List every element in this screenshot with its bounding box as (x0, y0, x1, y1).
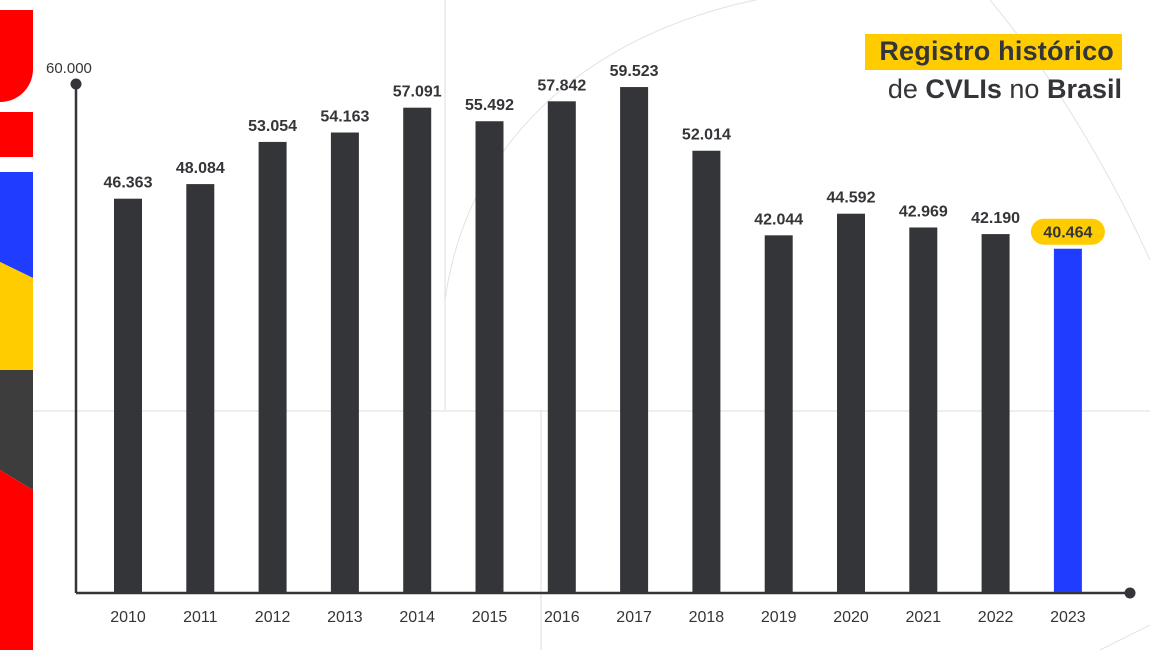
x-tick-label-2016: 2016 (544, 609, 580, 626)
strip-red-bottom (0, 470, 33, 650)
decorative-color-strip (0, 10, 33, 650)
value-label-2023: 40.464 (1043, 225, 1092, 242)
y-tick-label-max: 60.000 (46, 60, 92, 77)
x-tick-label-2019: 2019 (761, 609, 797, 626)
value-label-2015: 55.492 (465, 97, 514, 114)
x-tick-label-2011: 2011 (183, 609, 218, 626)
bar-2023 (1053, 248, 1082, 592)
strip-red-block (0, 112, 33, 157)
title-line-2-prefix: de (887, 74, 926, 104)
title-line-2: de CVLIs no Brasil (865, 74, 1122, 105)
highlight-label-pill (1030, 218, 1105, 245)
bar-2016 (547, 101, 576, 592)
value-label-2014: 57.091 (393, 84, 442, 101)
strip-yellow (0, 262, 33, 370)
x-tick-label-2014: 2014 (399, 609, 435, 626)
bg-arc-right (989, 0, 1150, 261)
title-line-2-mid: no (1001, 74, 1047, 104)
chart-title: Registro histórico de CVLIs no Brasil (865, 34, 1122, 105)
value-label-2018: 52.014 (682, 127, 731, 144)
title-line-1: Registro histórico (865, 34, 1122, 70)
x-tick-label-2023: 2023 (1050, 609, 1086, 626)
x-tick-label-2013: 2013 (327, 609, 363, 626)
x-tick-label-2020: 2020 (833, 609, 869, 626)
x-tick-label-2015: 2015 (472, 609, 508, 626)
value-label-2022: 42.190 (971, 210, 1020, 227)
bar-2019 (764, 235, 793, 593)
x-tick-label-2022: 2022 (978, 609, 1014, 626)
value-label-2010: 46.363 (104, 175, 153, 192)
value-label-2016: 57.842 (537, 77, 586, 94)
bars-group: 46.363 2010 48.084 2011 53.054 2012 54.163 2013… (104, 63, 1105, 626)
bg-arc-bottom (1099, 624, 1150, 650)
bar-2011 (186, 184, 215, 592)
x-axis-end-dot (1124, 587, 1136, 599)
value-label-2020: 44.592 (827, 190, 876, 207)
title-line-2-bold-cvlis: CVLIs (925, 74, 1002, 104)
value-label-2021: 42.969 (899, 203, 948, 220)
value-label-2013: 54.163 (320, 109, 369, 126)
bg-arc-left (444, 0, 759, 301)
strip-red-top (0, 10, 33, 102)
value-label-2012: 53.054 (248, 118, 297, 135)
x-tick-label-2012: 2012 (255, 609, 291, 626)
value-label-2017: 59.523 (610, 63, 659, 80)
x-tick-label-2017: 2017 (616, 609, 652, 626)
bar-2020 (837, 213, 865, 593)
value-label-2019: 42.044 (754, 211, 803, 228)
bar-2017 (620, 87, 649, 593)
title-line-2-bold-brasil: Brasil (1046, 74, 1122, 104)
x-tick-label-2018: 2018 (689, 609, 725, 626)
strip-dark (0, 370, 33, 490)
bar-2014 (403, 107, 432, 593)
bar-2022 (981, 234, 1010, 592)
bar-2018 (692, 150, 721, 592)
bar-2021 (909, 227, 938, 592)
bar-2015 (475, 121, 504, 593)
x-tick-label-2021: 2021 (906, 609, 942, 626)
bar-2013 (330, 132, 359, 592)
bar-2010 (114, 198, 142, 593)
x-tick-label-2010: 2010 (110, 609, 146, 626)
bar-2012 (258, 141, 287, 592)
strip-blue (0, 172, 33, 278)
y-axis-end-dot (70, 78, 82, 90)
value-label-2011: 48.084 (176, 160, 225, 177)
